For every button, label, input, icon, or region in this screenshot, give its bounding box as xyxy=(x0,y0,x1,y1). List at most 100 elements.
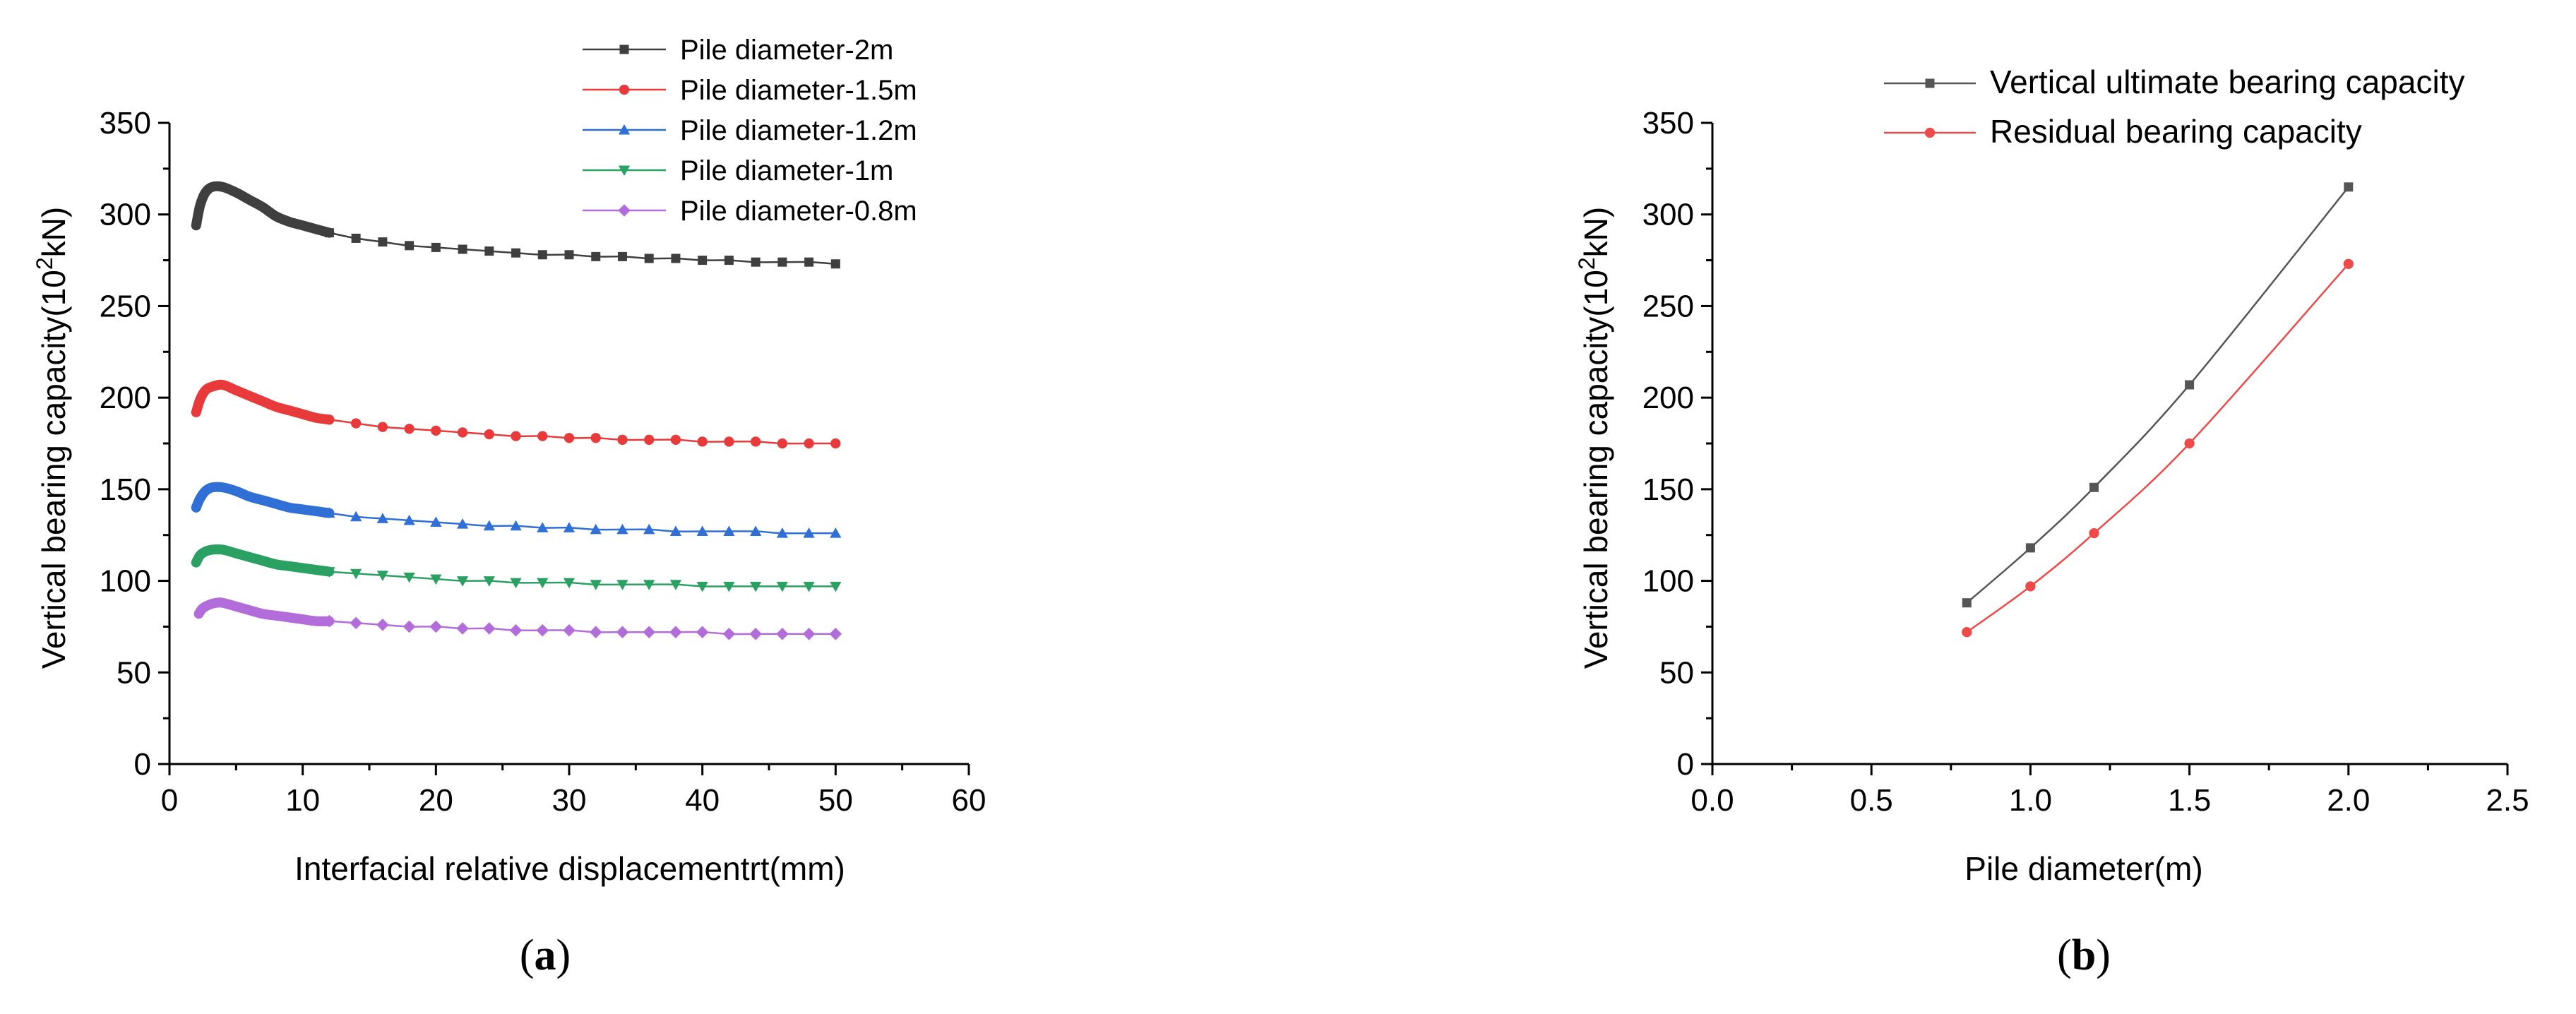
data-point xyxy=(2343,258,2354,269)
legend-marker xyxy=(619,44,629,54)
data-point xyxy=(376,513,388,523)
data-point xyxy=(456,518,469,529)
data-point xyxy=(589,626,602,638)
data-point xyxy=(777,438,788,449)
data-point xyxy=(376,619,389,631)
y-tick-label: 100 xyxy=(1642,564,1694,599)
data-point xyxy=(456,622,469,635)
data-point xyxy=(643,580,655,590)
data-point xyxy=(431,425,441,436)
data-point xyxy=(457,427,468,438)
data-point xyxy=(803,527,815,538)
data-point xyxy=(697,436,708,447)
data-point xyxy=(830,438,841,449)
data-point xyxy=(751,257,761,267)
data-point xyxy=(616,626,629,638)
data-point xyxy=(669,626,682,638)
data-point xyxy=(616,523,628,535)
data-point xyxy=(403,514,415,525)
data-point xyxy=(537,578,549,589)
data-point xyxy=(564,250,574,260)
data-point xyxy=(456,576,469,587)
chart-a-axes: 0 10 20 30 40 50 60 0 50 100 150 200 250 300 350 xyxy=(100,106,986,818)
data-point xyxy=(430,574,442,585)
legend-label: Residual bearing capacity xyxy=(1990,113,2362,150)
legend-marker xyxy=(1925,78,1935,88)
legend-item: Pile diameter-1m xyxy=(583,155,893,186)
series-2 xyxy=(191,482,842,538)
legend-label: Pile diameter-1m xyxy=(680,155,893,186)
series-dense-segment xyxy=(191,379,335,425)
x-tick-label: 1.5 xyxy=(2168,783,2211,818)
data-point xyxy=(323,507,335,518)
x-tick-label: 0.0 xyxy=(1690,783,1734,818)
y-tick-label: 150 xyxy=(1642,472,1694,507)
data-point xyxy=(724,256,734,266)
y-tick-label: 350 xyxy=(100,106,151,141)
data-point xyxy=(803,581,815,592)
chart-panel-a: 0 10 20 30 40 50 60 0 50 100 150 200 250 300 350 Pile … xyxy=(32,35,986,979)
data-point xyxy=(350,418,362,429)
data-point xyxy=(644,434,655,445)
legend-marker xyxy=(618,165,631,177)
data-point xyxy=(776,527,788,538)
x-tick-label: 10 xyxy=(285,783,320,818)
series-4 xyxy=(193,597,842,640)
chart-a-legend: Pile diameter-2m Pile diameter-1.5m Pile d… xyxy=(583,35,917,227)
data-point xyxy=(350,568,362,580)
x-tick-label: 0 xyxy=(161,783,178,818)
data-point xyxy=(511,248,521,258)
legend-label: Pile diameter-2m xyxy=(680,35,893,66)
data-point xyxy=(644,254,654,263)
data-point xyxy=(484,246,494,256)
data-point xyxy=(750,525,762,537)
data-point xyxy=(643,626,655,638)
data-point xyxy=(324,414,335,425)
data-point xyxy=(2025,543,2035,553)
panel-label-a: (a) xyxy=(520,931,571,979)
data-point xyxy=(749,628,762,640)
data-point xyxy=(724,436,734,447)
data-point xyxy=(750,581,762,592)
legend-label: Pile diameter-1.5m xyxy=(680,75,917,106)
legend-item: Pile diameter-1.5m xyxy=(583,75,917,106)
data-point xyxy=(723,525,735,537)
series-dense-segment xyxy=(191,482,335,518)
x-tick-label: 30 xyxy=(552,783,587,818)
data-point xyxy=(429,620,443,633)
series-1 xyxy=(191,379,841,449)
data-point xyxy=(376,571,388,581)
legend-label: Pile diameter-0.8m xyxy=(680,196,917,227)
chart-b-legend: Vertical ultimate bearing capacity Residu… xyxy=(1884,64,2464,150)
x-tick-label: 0.5 xyxy=(1850,783,1893,818)
panel-label-b: (b) xyxy=(2057,931,2111,979)
y-tick-label: 50 xyxy=(117,655,151,690)
data-point xyxy=(510,578,522,589)
data-point xyxy=(563,522,576,532)
data-point xyxy=(404,424,415,434)
data-point xyxy=(537,250,547,260)
chart-a-plot-area xyxy=(191,181,842,640)
x-tick-label: 2.0 xyxy=(2327,783,2370,818)
data-point xyxy=(483,520,495,531)
data-point xyxy=(563,578,576,589)
series-dense-segment xyxy=(191,181,335,238)
chart-b-y-axis-title: Vertical bearing capacity(102kN) xyxy=(1574,207,1614,669)
y-tick-label: 350 xyxy=(1642,106,1694,141)
data-point xyxy=(722,628,736,640)
data-point xyxy=(804,438,814,449)
data-point xyxy=(484,429,494,440)
series-0 xyxy=(1962,182,2354,608)
legend-label: Vertical ultimate bearing capacity xyxy=(1990,64,2464,100)
data-point xyxy=(776,581,788,592)
chart-panel-b: 0.0 0.5 1.0 1.5 2.0 2.5050100150200250300350 … xyxy=(1574,64,2529,979)
data-point xyxy=(750,436,761,447)
chart-b-plot-area xyxy=(1962,182,2354,638)
data-point xyxy=(431,242,441,252)
data-point xyxy=(669,580,682,590)
data-point xyxy=(1962,627,1972,638)
data-point xyxy=(590,433,601,443)
data-point xyxy=(830,259,840,269)
data-point xyxy=(483,576,495,587)
data-point xyxy=(830,581,842,592)
